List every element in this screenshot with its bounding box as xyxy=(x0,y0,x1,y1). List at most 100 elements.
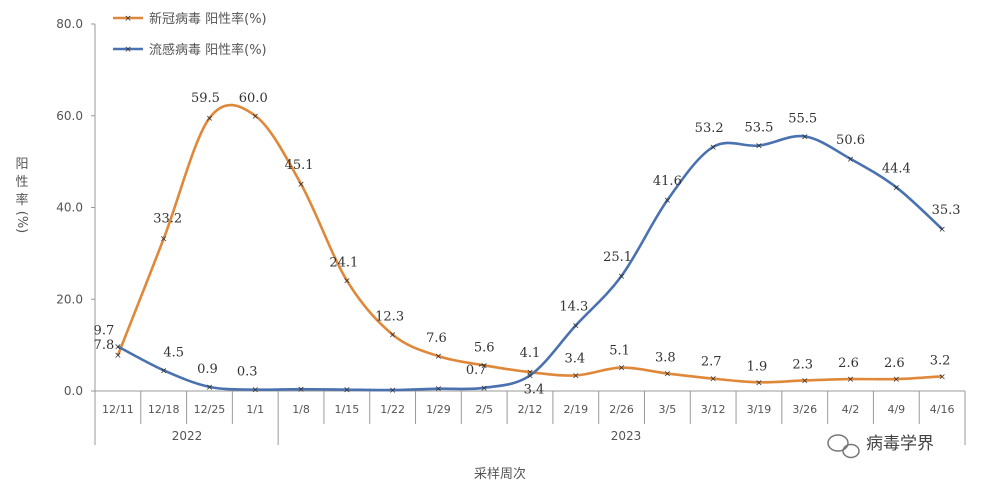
y-tick-label: 20.0 xyxy=(56,292,83,306)
data-point-marker: × xyxy=(206,114,214,124)
data-label: 24.1 xyxy=(329,255,358,270)
data-point-marker: × xyxy=(526,371,534,381)
data-point-marker: × xyxy=(755,142,763,152)
data-point-marker: × xyxy=(480,384,488,394)
data-point-marker: × xyxy=(755,378,763,388)
data-point-marker: × xyxy=(847,155,855,165)
data-point-marker: × xyxy=(251,386,259,396)
data-point-marker: × xyxy=(664,196,672,206)
data-point-marker: × xyxy=(572,321,580,331)
data-label: 50.6 xyxy=(836,133,865,148)
data-point-marker: × xyxy=(343,386,351,396)
data-point-marker: × xyxy=(801,132,809,142)
x-tick-label: 2/19 xyxy=(563,403,588,416)
x-axis-title: 采样周次 xyxy=(474,466,526,482)
x-tick-label: 1/8 xyxy=(292,403,310,416)
data-label: 53.2 xyxy=(695,121,724,136)
y-axis-unit: (%) xyxy=(14,211,29,234)
y-tick-label: 80.0 xyxy=(56,17,83,31)
y-axis-char-2: 性 xyxy=(15,175,28,190)
data-label: 3.2 xyxy=(930,353,951,368)
data-point-marker: × xyxy=(938,225,946,235)
data-point-marker: × xyxy=(893,375,901,385)
data-label: 0.9 xyxy=(197,362,218,377)
data-label: 2.6 xyxy=(838,356,859,371)
data-point-marker: × xyxy=(114,351,122,361)
data-label: 3.8 xyxy=(655,351,676,366)
x-tick-label: 4/16 xyxy=(930,403,955,416)
legend-label-covid: 新冠病毒 阳性率(%) xyxy=(149,11,267,27)
x-tick-label: 4/2 xyxy=(842,403,860,416)
data-label: 53.5 xyxy=(744,121,773,136)
data-label: 0.3 xyxy=(237,365,258,380)
data-point-marker: × xyxy=(709,375,717,385)
data-point-marker: × xyxy=(297,180,305,190)
data-label: 44.4 xyxy=(882,161,911,176)
y-tick-label: 40.0 xyxy=(56,201,83,215)
x-tick-label: 2/26 xyxy=(609,403,634,416)
legend-label-flu: 流感病毒 阳性率(%) xyxy=(149,42,267,58)
data-label: 5.6 xyxy=(474,340,495,355)
x-tick-labels: 12/11 12/18 12/25 1/1 1/8 1/15 1/22 1/29 2/5 2/12… xyxy=(102,403,954,416)
legend-marker-covid: × xyxy=(124,14,132,24)
y-axis-char-3: 率 xyxy=(15,192,28,208)
data-point-marker: × xyxy=(160,366,168,376)
data-label: 3.4 xyxy=(564,351,585,366)
data-label: 60.0 xyxy=(239,91,268,106)
data-point-marker: × xyxy=(618,272,626,282)
x-tick-label: 3/5 xyxy=(659,403,677,416)
year-label-2022: 2022 xyxy=(172,429,203,443)
data-point-marker: × xyxy=(709,143,717,153)
data-label: 2.3 xyxy=(792,357,813,372)
data-label: 7.8 xyxy=(94,338,115,353)
x-tick-label: 12/18 xyxy=(148,403,180,416)
data-point-marker: × xyxy=(664,370,672,380)
data-point-marker: × xyxy=(343,276,351,286)
y-tick-label: 0.0 xyxy=(64,384,83,398)
data-point-marker: × xyxy=(801,376,809,386)
x-tick-label: 3/19 xyxy=(747,403,772,416)
data-point-marker: × xyxy=(435,352,443,362)
data-label: 3.4 xyxy=(524,382,545,397)
watermark: 病毒学界 xyxy=(827,434,934,459)
legend-marker-flu: × xyxy=(124,45,132,55)
data-point-marker: × xyxy=(480,361,488,371)
y-tick-labels: 0.0 20.0 40.0 60.0 80.0 xyxy=(56,17,83,398)
chart-axes xyxy=(91,23,966,445)
data-labels: 7.8 33.2 59.5 60.0 45.1 24.1 12.3 7.6 5.6 4.1 3.4 5… xyxy=(94,91,961,398)
x-tick-label: 4/9 xyxy=(887,403,905,416)
data-point-marker: × xyxy=(893,183,901,193)
series-lines: ××× ××××××× ×××× × × × × ×××× × × × × × ×××××× ××××× xyxy=(114,103,946,396)
data-point-marker: × xyxy=(938,372,946,382)
watermark-text: 病毒学界 xyxy=(866,434,934,454)
data-point-marker: × xyxy=(618,364,626,374)
y-axis-char-1: 阳 xyxy=(15,157,28,172)
data-label: 55.5 xyxy=(788,111,817,126)
data-point-marker: × xyxy=(389,331,397,341)
legend: × 新冠病毒 阳性率(%) × 流感病毒 阳性率(%) xyxy=(113,11,267,58)
data-point-marker: × xyxy=(114,343,122,353)
data-label: 4.5 xyxy=(163,345,184,360)
data-point-marker: × xyxy=(297,385,305,395)
data-label: 2.7 xyxy=(701,355,722,370)
x-tick-label: 2/12 xyxy=(518,403,543,416)
data-label: 14.3 xyxy=(559,299,588,314)
data-label: 5.1 xyxy=(609,344,630,359)
y-axis-title: 阳 性 率 (%) xyxy=(14,157,29,233)
y-tick-label: 60.0 xyxy=(56,109,83,123)
data-label: 35.3 xyxy=(932,203,961,218)
data-point-marker: × xyxy=(847,375,855,385)
data-label: 41.6 xyxy=(653,174,682,189)
x-tick-label: 1/29 xyxy=(426,403,451,416)
x-tick-label: 1/15 xyxy=(334,403,359,416)
data-point-marker: × xyxy=(572,371,580,381)
x-tick-label: 12/11 xyxy=(102,403,134,416)
x-tick-label: 2/5 xyxy=(475,403,493,416)
year-label-2023: 2023 xyxy=(611,429,642,443)
x-tick-label: 1/22 xyxy=(380,403,405,416)
data-point-marker: × xyxy=(526,368,534,378)
data-label: 1.9 xyxy=(747,359,768,374)
data-point-marker: × xyxy=(435,385,443,395)
data-label: 4.1 xyxy=(520,346,541,361)
